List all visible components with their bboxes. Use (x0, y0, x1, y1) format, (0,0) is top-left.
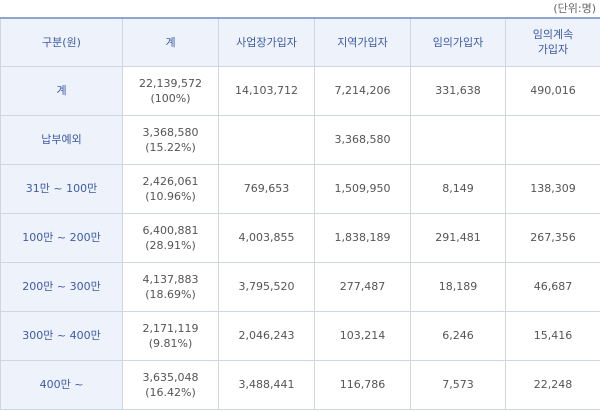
total-value: 2,171,119 (142, 321, 199, 335)
cell-total: 3,635,048 (16.42%) (122, 359, 219, 410)
total-percent: (16.42%) (145, 385, 196, 399)
table-row: 납부예외 3,368,580 (15.22%) 3,368,580 (0, 114, 600, 165)
row-label: 400만 ~ (0, 359, 123, 410)
cell-total: 22,139,572 (100%) (122, 65, 219, 116)
cell-voluntary-continued: 15,416 (505, 310, 600, 361)
cell-total: 2,426,061 (10.96%) (122, 163, 219, 214)
cell-regional: 7,214,206 (314, 65, 411, 116)
cell-voluntary-continued (505, 114, 600, 165)
total-percent: (100%) (150, 91, 191, 105)
cell-regional: 1,509,950 (314, 163, 411, 214)
cell-voluntary-continued: 138,309 (505, 163, 600, 214)
header-row: 구분(원) 계 사업장가입자 지역가입자 임의가입자 임의계속 가입자 (0, 17, 600, 67)
cell-voluntary: 331,638 (410, 65, 506, 116)
header-category: 구분(원) (0, 17, 123, 67)
cell-voluntary: 7,573 (410, 359, 506, 410)
total-percent: (28.91%) (145, 238, 196, 252)
table-row: 계 22,139,572 (100%) 14,103,712 7,214,206 331,… (0, 65, 600, 116)
row-label: 31만 ~ 100만 (0, 163, 123, 214)
cell-voluntary-continued: 46,687 (505, 261, 600, 312)
cell-voluntary-continued: 267,356 (505, 212, 600, 263)
cell-total: 4,137,883 (18.69%) (122, 261, 219, 312)
cell-regional: 116,786 (314, 359, 411, 410)
total-value: 4,137,883 (142, 272, 199, 286)
table-row: 400만 ~3,635,048 (16.42%) 3,488,441 116,786 7… (0, 359, 600, 410)
cell-workplace: 769,653 (218, 163, 315, 214)
total-value: 3,635,048 (142, 370, 199, 384)
cell-workplace (218, 114, 315, 165)
cell-workplace: 4,003,855 (218, 212, 315, 263)
table-row: 300만 ~ 400만 2,171,119 (9.81%) 2,046,243 103,… (0, 310, 600, 361)
cell-voluntary: 291,481 (410, 212, 506, 263)
cell-regional: 103,214 (314, 310, 411, 361)
header-total: 계 (122, 17, 219, 67)
header-voluntary: 임의가입자 (410, 17, 506, 67)
table-row: 100만 ~ 200만 6,400,881 (28.91%) 4,003,855 1,8… (0, 212, 600, 263)
total-value: 22,139,572 (139, 76, 202, 90)
cell-voluntary: 18,189 (410, 261, 506, 312)
header-regional: 지역가입자 (314, 17, 411, 67)
row-label: 납부예외 (0, 114, 123, 165)
data-table: 구분(원) 계 사업장가입자 지역가입자 임의가입자 임의계속 가입자 계 22,… (0, 17, 600, 410)
total-percent: (10.96%) (145, 189, 196, 203)
cell-workplace: 3,488,441 (218, 359, 315, 410)
total-percent: (18.69%) (145, 287, 196, 301)
row-label: 300만 ~ 400만 (0, 310, 123, 361)
row-label: 200만 ~ 300만 (0, 261, 123, 312)
cell-total: 6,400,881 (28.91%) (122, 212, 219, 263)
table-row: 200만 ~ 300만 4,137,883 (18.69%) 3,795,520 277… (0, 261, 600, 312)
cell-total: 2,171,119 (9.81%) (122, 310, 219, 361)
row-label: 100만 ~ 200만 (0, 212, 123, 263)
cell-voluntary-continued: 22,248 (505, 359, 600, 410)
total-value: 3,368,580 (142, 125, 199, 139)
cell-workplace: 14,103,712 (218, 65, 315, 116)
header-workplace: 사업장가입자 (218, 17, 315, 67)
row-label: 계 (0, 65, 123, 116)
cell-regional: 3,368,580 (314, 114, 411, 165)
cell-workplace: 2,046,243 (218, 310, 315, 361)
cell-regional: 1,838,189 (314, 212, 411, 263)
total-percent: (9.81%) (148, 336, 193, 350)
total-value: 2,426,061 (142, 174, 199, 188)
cell-voluntary-continued: 490,016 (505, 65, 600, 116)
total-percent: (15.22%) (145, 140, 196, 154)
total-value: 6,400,881 (142, 223, 199, 237)
cell-voluntary: 6,246 (410, 310, 506, 361)
cell-total: 3,368,580 (15.22%) (122, 114, 219, 165)
cell-workplace: 3,795,520 (218, 261, 315, 312)
cell-voluntary: 8,149 (410, 163, 506, 214)
cell-voluntary (410, 114, 506, 165)
header-voluntary-continued: 임의계속 가입자 (505, 17, 600, 67)
cell-regional: 277,487 (314, 261, 411, 312)
unit-label: (단위:명) (553, 2, 596, 15)
table-row: 31만 ~ 100만 2,426,061 (10.96%) 769,653 1,509,… (0, 163, 600, 214)
